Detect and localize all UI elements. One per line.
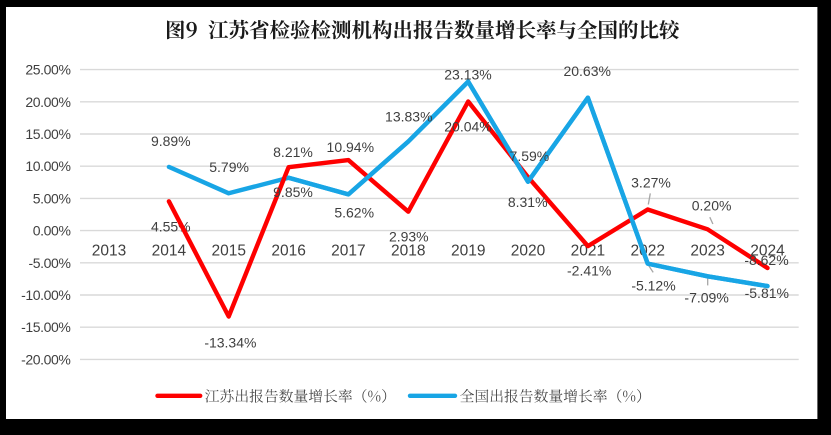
svg-text:2022: 2022 (630, 242, 664, 259)
svg-text:2023: 2023 (690, 242, 724, 259)
svg-text:-2.41%: -2.41% (567, 262, 611, 278)
svg-text:20.63%: 20.63% (563, 63, 610, 79)
svg-text:7.59%: 7.59% (510, 148, 550, 164)
svg-text:23.13%: 23.13% (444, 67, 491, 83)
svg-text:2017: 2017 (331, 242, 365, 259)
svg-text:9.89%: 9.89% (151, 133, 191, 149)
svg-text:15.00%: 15.00% (25, 126, 70, 142)
svg-text:-8.62%: -8.62% (744, 252, 788, 268)
svg-text:2015: 2015 (211, 242, 245, 259)
svg-text:0.20%: 0.20% (692, 198, 732, 214)
svg-text:2014: 2014 (152, 242, 187, 259)
svg-text:-13.34%: -13.34% (204, 335, 256, 351)
svg-text:-5.81%: -5.81% (745, 285, 789, 301)
svg-text:-5.12%: -5.12% (631, 278, 675, 294)
svg-text:5.79%: 5.79% (209, 159, 249, 175)
svg-text:2018: 2018 (391, 242, 425, 259)
svg-text:5.00%: 5.00% (33, 190, 71, 206)
svg-text:-5.00%: -5.00% (29, 255, 71, 271)
svg-text:-20.00%: -20.00% (21, 351, 70, 367)
svg-text:-7.09%: -7.09% (684, 290, 728, 306)
svg-text:-10.00%: -10.00% (21, 287, 70, 303)
svg-text:13.83%: 13.83% (385, 108, 432, 124)
svg-text:2013: 2013 (92, 242, 126, 259)
svg-text:9.85%: 9.85% (273, 184, 313, 200)
svg-text:2016: 2016 (271, 242, 305, 259)
svg-text:10.00%: 10.00% (25, 158, 70, 174)
svg-text:25.00%: 25.00% (25, 62, 70, 78)
svg-text:2.93%: 2.93% (389, 229, 429, 245)
svg-text:2024: 2024 (750, 242, 785, 259)
svg-text:2020: 2020 (511, 242, 546, 259)
svg-text:3.27%: 3.27% (631, 175, 671, 191)
svg-text:20.00%: 20.00% (25, 94, 70, 110)
svg-text:2019: 2019 (451, 242, 485, 259)
svg-text:8.21%: 8.21% (273, 144, 313, 160)
svg-text:2021: 2021 (571, 242, 605, 259)
svg-text:8.31%: 8.31% (508, 194, 548, 210)
svg-text:0.00%: 0.00% (33, 223, 71, 239)
svg-text:20.04%: 20.04% (444, 119, 491, 135)
svg-text:10.94%: 10.94% (327, 139, 374, 155)
svg-text:5.62%: 5.62% (334, 205, 374, 221)
svg-text:-15.00%: -15.00% (21, 319, 70, 335)
